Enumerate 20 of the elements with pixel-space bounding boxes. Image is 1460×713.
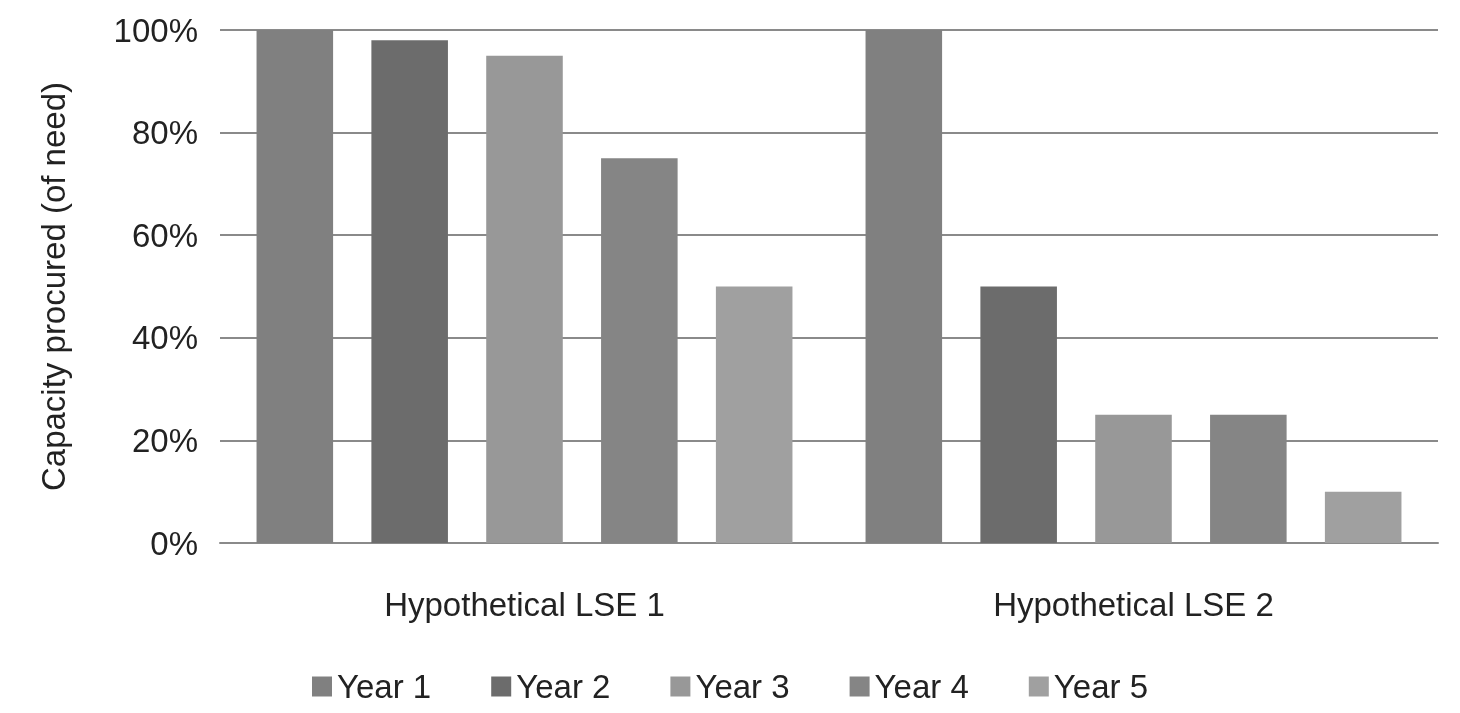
y-tick-label: 60% [131, 216, 198, 254]
bar [371, 40, 448, 543]
bar [715, 286, 793, 543]
bar [1324, 491, 1402, 543]
bar [980, 286, 1057, 543]
bar [1095, 414, 1172, 543]
y-tick-label: 100% [113, 11, 198, 49]
legend-label: Year 3 [695, 668, 790, 705]
y-tick-label: 0% [150, 524, 198, 562]
y-tick-label: 40% [131, 319, 198, 357]
legend-label: Year 1 [337, 668, 432, 705]
bar [486, 55, 563, 543]
y-tick-label: 20% [131, 421, 198, 459]
legend-label: Year 4 [874, 668, 969, 705]
y-axis-title: Capacity procured (of need) [35, 81, 72, 492]
y-tick-label: 80% [131, 114, 198, 152]
x-tick-label: Hypothetical LSE 2 [993, 586, 1274, 623]
legend-label: Year 5 [1053, 668, 1148, 705]
x-tick-label: Hypothetical LSE 1 [384, 586, 665, 623]
legend-label: Year 2 [516, 668, 611, 705]
